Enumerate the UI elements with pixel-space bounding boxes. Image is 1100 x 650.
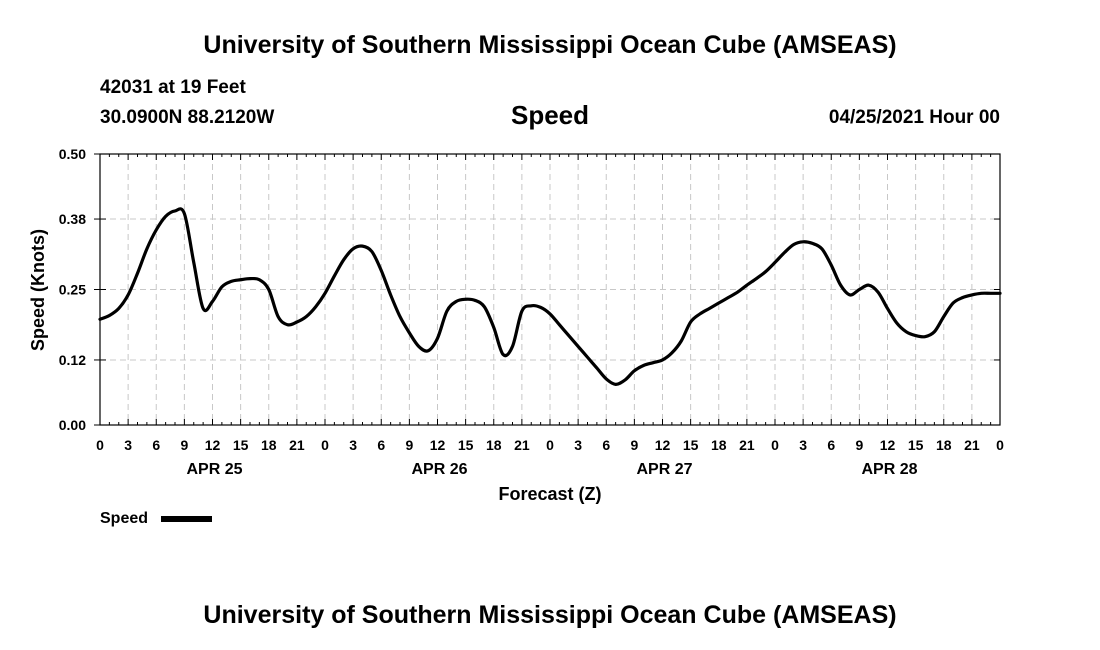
x-tick-label: 6 <box>827 437 835 453</box>
grid-lines <box>100 154 1000 425</box>
x-tick-label: 15 <box>458 437 474 453</box>
x-tick-label: 21 <box>964 437 980 453</box>
x-tick-label: 21 <box>739 437 755 453</box>
variable-title: Speed <box>510 100 590 130</box>
x-tick-label: 18 <box>711 437 727 453</box>
x-tick-label: 0 <box>96 437 104 453</box>
legend-swatch <box>161 516 212 522</box>
date-label: APR 27 <box>636 461 692 478</box>
series-layer <box>98 207 1002 386</box>
x-tick-label: 3 <box>574 437 582 453</box>
series-line-speed <box>98 207 1002 386</box>
y-tick-label: 0.38 <box>59 211 86 227</box>
date-label: APR 25 <box>186 461 242 478</box>
x-tick-label: 12 <box>430 437 446 453</box>
x-tick-label: 21 <box>289 437 305 453</box>
x-tick-label: 12 <box>655 437 671 453</box>
chart-title-bottom: University of Southern Mississippi Ocean… <box>203 601 897 629</box>
x-tick-label: 6 <box>152 437 160 453</box>
x-tick-label: 3 <box>349 437 357 453</box>
x-tick-label: 9 <box>180 437 188 453</box>
station-label: 42031 at 19 Feet <box>100 77 246 98</box>
x-tick-label: 0 <box>546 437 554 453</box>
date-label: APR 26 <box>411 461 467 478</box>
x-tick-label: 0 <box>996 437 1004 453</box>
x-tick-label: 0 <box>321 437 329 453</box>
y-axis-label: Speed (Knots) <box>28 229 48 351</box>
y-tick-label: 0.12 <box>59 352 86 368</box>
x-tick-label: 6 <box>602 437 610 453</box>
x-tick-label: 3 <box>799 437 807 453</box>
x-tick-label: 9 <box>405 437 413 453</box>
axes: 0 3 6 9 12 15 18 21 0 3 6 9 12 15 18 21 0 3 6 9 12 15 18 21 0 3 6 9… <box>59 146 1004 478</box>
forecast-datetime: 04/25/2021 Hour 00 <box>828 107 1000 128</box>
x-tick-label: 3 <box>124 437 132 453</box>
x-tick-label: 6 <box>377 437 385 453</box>
x-tick-label: 18 <box>936 437 952 453</box>
date-label: APR 28 <box>861 461 917 478</box>
x-tick-label: 21 <box>514 437 530 453</box>
x-tick-label: 15 <box>233 437 249 453</box>
x-tick-label: 12 <box>205 437 221 453</box>
x-tick-label: 15 <box>908 437 924 453</box>
x-tick-label: 12 <box>880 437 896 453</box>
plot-frame <box>99 153 1001 426</box>
y-tick-label: 0.50 <box>59 146 86 162</box>
y-tick-label: 0.25 <box>59 282 86 298</box>
x-axis-label: Forecast (Z) <box>498 484 601 504</box>
x-tick-label: 15 <box>683 437 699 453</box>
legend-label: Speed <box>100 510 149 527</box>
x-tick-label: 9 <box>630 437 638 453</box>
coordinates-label: 30.0900N 88.2120W <box>100 107 275 128</box>
x-tick-label: 18 <box>261 437 277 453</box>
x-tick-label: 18 <box>486 437 502 453</box>
x-tick-label: 9 <box>855 437 863 453</box>
chart-title-top: University of Southern Mississippi Ocean… <box>203 31 897 59</box>
y-tick-label: 0.00 <box>59 417 86 433</box>
x-tick-label: 0 <box>771 437 779 453</box>
